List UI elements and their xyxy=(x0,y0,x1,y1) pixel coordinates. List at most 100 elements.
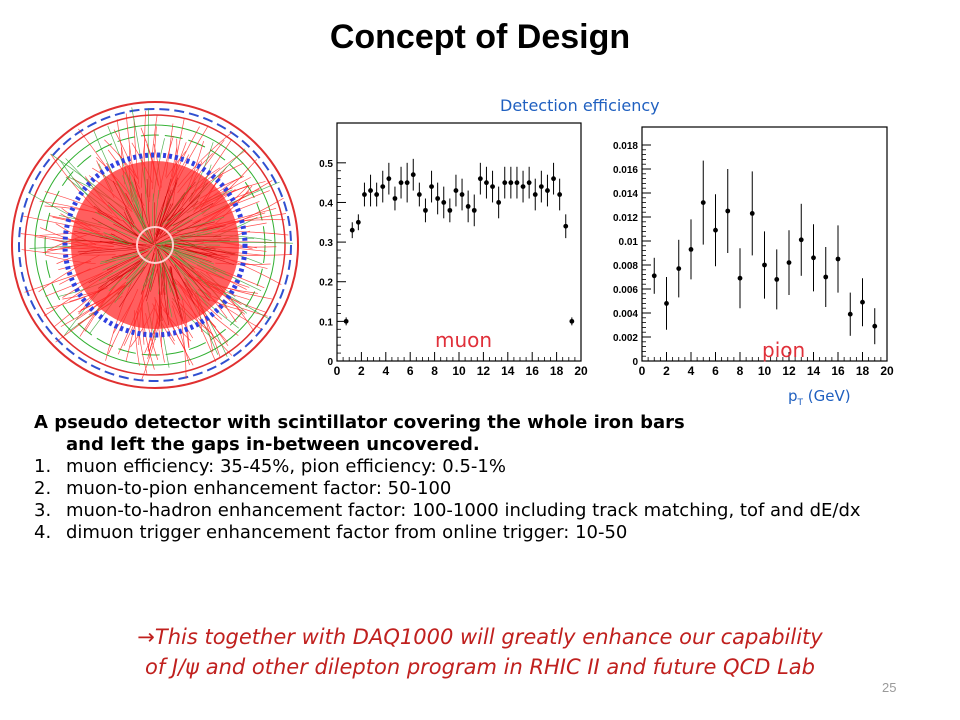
muon-plot-frame xyxy=(336,122,582,362)
x-axis-label: pT (GeV) xyxy=(788,387,851,408)
pion-xtick-label: 14 xyxy=(807,364,821,378)
pion-data-point xyxy=(749,211,755,216)
muon-data-point xyxy=(545,188,550,193)
pion-data-point xyxy=(774,277,780,282)
detection-efficiency-label: Detection efficiency xyxy=(500,96,660,115)
muon-series-label: muon xyxy=(435,328,492,352)
muon-xtick-label: 4 xyxy=(382,364,389,378)
muon-data-point xyxy=(532,192,538,197)
psi-symbol: ψ xyxy=(185,655,200,679)
pion-ytick-label: 0.004 xyxy=(613,309,638,320)
pion-xtick-label: 6 xyxy=(712,364,719,378)
list-item: 3. muon-to-hadron enhancement factor: 100… xyxy=(34,500,861,521)
pion-data-point xyxy=(823,274,829,280)
pion-xtick-label: 8 xyxy=(737,364,744,378)
intro-text: A pseudo detector with scintillator cove… xyxy=(34,412,934,456)
slide-body: A pseudo detector with scintillator cove… xyxy=(34,412,934,544)
page-title: Concept of Design xyxy=(329,18,631,56)
muon-data-point xyxy=(514,180,520,186)
intro-line-1: A pseudo detector with scintillator cove… xyxy=(34,412,685,433)
muon-xtick-label: 10 xyxy=(452,364,466,378)
muon-xtick-label: 20 xyxy=(574,364,588,378)
pion-data-point xyxy=(872,323,878,329)
muon-ytick-label: 0.2 xyxy=(319,278,333,289)
muon-ytick-label: 0.3 xyxy=(319,238,333,249)
pion-data-point xyxy=(786,260,792,265)
muon-ytick-label: 0.1 xyxy=(319,317,333,328)
muon-data-point xyxy=(563,223,569,229)
muon-data-point xyxy=(398,180,404,186)
muon-data-point xyxy=(435,196,441,201)
pion-efficiency-plot: 0 0.002 0.004 0.006 0.008 0.01 0.012 0.014 0.016… xyxy=(613,126,894,378)
pion-xtick-label: 2 xyxy=(663,364,670,378)
muon-data-point xyxy=(557,192,563,197)
muon-data-point xyxy=(392,196,398,201)
muon-data-point xyxy=(569,318,575,324)
muon-data-point xyxy=(490,184,495,190)
pion-data-point xyxy=(676,266,682,271)
muon-data-point xyxy=(410,172,416,178)
muon-xtick-label: 6 xyxy=(407,364,414,378)
pion-xtick-label: 16 xyxy=(831,364,845,378)
conclusion-text: →This together with DAQ1000 will greatly… xyxy=(137,625,823,679)
pion-data-point xyxy=(847,311,853,317)
pion-ytick-label: 0.018 xyxy=(613,141,638,152)
muon-xtick-label: 14 xyxy=(501,364,515,378)
muon-data-point xyxy=(355,219,361,225)
pion-data-point xyxy=(762,262,767,268)
muon-data-point xyxy=(465,204,471,209)
muon-data-point xyxy=(447,207,453,213)
muon-efficiency-plot: 0 0.1 0.2 0.3 0.4 0.5 0 2 4 6 8 10 12 14 16 18 20 muon xyxy=(319,122,588,378)
intro-line-2: and left the gaps in-between uncovered. xyxy=(66,434,480,455)
muon-data-point xyxy=(496,200,502,205)
muon-data-point xyxy=(484,180,489,186)
pion-ytick-label: 0.002 xyxy=(613,333,638,344)
muon-data-point xyxy=(404,180,410,186)
muon-data-point xyxy=(471,207,477,213)
pion-xtick-label: 10 xyxy=(758,364,772,378)
pion-ytick-label: 0.008 xyxy=(613,261,638,272)
pion-data-point xyxy=(700,200,706,206)
muon-xtick-label: 0 xyxy=(334,364,341,378)
pion-data-point xyxy=(860,299,865,305)
arrow-icon: → xyxy=(137,625,155,649)
muon-data-point xyxy=(374,192,380,197)
pion-data-point xyxy=(651,273,657,279)
list-item: 1. muon efficiency: 35-45%, pion efficien… xyxy=(34,456,506,477)
muon-data-point xyxy=(459,192,465,197)
muon-data-point xyxy=(502,180,508,186)
pion-ytick-label: 0.006 xyxy=(613,285,638,296)
muon-ytick-label: 0.4 xyxy=(319,198,333,209)
pion-xtick-label: 0 xyxy=(639,364,646,378)
muon-ytick-label: 0.5 xyxy=(319,159,333,170)
detector-event-display xyxy=(11,101,299,389)
pion-ytick-label: 0 xyxy=(632,357,638,368)
pion-xtick-label: 20 xyxy=(880,364,894,378)
pion-xtick-label: 18 xyxy=(856,364,870,378)
pion-ytick-label: 0.016 xyxy=(613,165,638,176)
pion-ytick-label: 0.012 xyxy=(613,213,638,224)
muon-data-point xyxy=(538,184,544,190)
muon-data-point xyxy=(343,318,349,324)
muon-data-point xyxy=(508,180,514,186)
muon-data-point xyxy=(368,188,373,193)
pion-data-point xyxy=(811,255,816,261)
pion-data-point xyxy=(664,301,669,306)
page-number: 25 xyxy=(882,680,897,695)
muon-data-point xyxy=(551,176,556,182)
muon-data-point xyxy=(453,188,459,193)
pion-data-point xyxy=(835,256,841,262)
pion-data-point xyxy=(688,247,694,252)
muon-data-point xyxy=(423,207,428,213)
pion-series-label: pion xyxy=(762,338,805,362)
muon-xtick-label: 2 xyxy=(358,364,365,378)
muon-xtick-label: 18 xyxy=(550,364,564,378)
muon-data-point xyxy=(386,176,392,182)
muon-data-point xyxy=(416,192,422,197)
pion-ytick-label: 0.01 xyxy=(619,237,639,248)
muon-data-point xyxy=(429,184,434,190)
muon-data-point xyxy=(520,184,526,190)
muon-xtick-label: 8 xyxy=(431,364,438,378)
muon-data-point xyxy=(477,176,483,182)
pion-data-point xyxy=(725,208,731,214)
